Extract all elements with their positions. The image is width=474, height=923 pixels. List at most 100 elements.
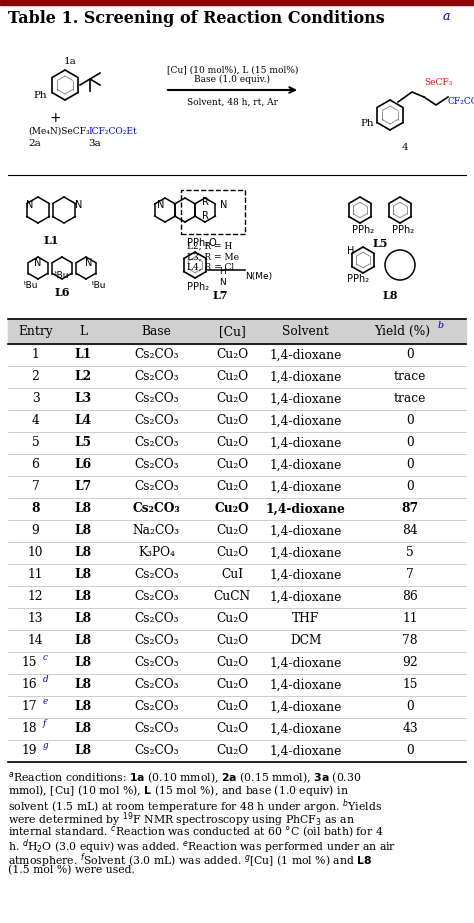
Text: Cu₂O: Cu₂O	[216, 678, 248, 691]
Text: trace: trace	[394, 370, 426, 383]
Text: ᵗBu: ᵗBu	[92, 282, 107, 291]
Text: CuI: CuI	[221, 569, 243, 581]
Text: 15: 15	[22, 656, 37, 669]
Text: 6: 6	[32, 459, 39, 472]
Text: R: R	[201, 197, 209, 207]
Text: 1,4-dioxane: 1,4-dioxane	[270, 723, 342, 736]
Text: atmosphere. $^f$Solvent (3.0 mL) was added. $^g$[Cu] (1 mol %) and $\mathbf{L8}$: atmosphere. $^f$Solvent (3.0 mL) was add…	[8, 851, 373, 869]
Bar	[0, 0, 474, 5]
Text: L2: L2	[74, 370, 91, 383]
Text: 3: 3	[32, 392, 39, 405]
Text: L8: L8	[74, 745, 91, 758]
Text: Cs₂CO₃: Cs₂CO₃	[134, 723, 179, 736]
Text: were determined by $^{19}$F NMR spectroscopy using PhCF$_3$ as an: were determined by $^{19}$F NMR spectros…	[8, 810, 355, 829]
Text: 3a: 3a	[88, 138, 101, 148]
Text: 1,4-dioxane: 1,4-dioxane	[270, 392, 342, 405]
Text: Cs₂CO₃: Cs₂CO₃	[134, 569, 179, 581]
Text: L7: L7	[212, 290, 228, 301]
Text: 0: 0	[406, 745, 414, 758]
Text: mmol), [Cu] (10 mol %), $\mathbf{L}$ (15 mol %), and base (1.0 equiv) in: mmol), [Cu] (10 mol %), $\mathbf{L}$ (15…	[8, 784, 349, 798]
Text: g: g	[43, 741, 48, 750]
Text: 14: 14	[28, 634, 43, 648]
Text: PPh₂: PPh₂	[392, 225, 414, 235]
Text: 84: 84	[402, 524, 418, 537]
Text: 92: 92	[402, 656, 418, 669]
Text: Cs₂CO₃: Cs₂CO₃	[134, 634, 179, 648]
Text: Table 1. Screening of Reaction Conditions: Table 1. Screening of Reaction Condition…	[8, 10, 385, 27]
Text: 11: 11	[402, 613, 418, 626]
Text: 4: 4	[32, 414, 39, 427]
Text: 0: 0	[406, 414, 414, 427]
Text: +: +	[49, 111, 61, 125]
Text: 1,4-dioxane: 1,4-dioxane	[270, 678, 342, 691]
Text: ᵗBu: ᵗBu	[24, 282, 38, 291]
Text: 2a: 2a	[28, 138, 41, 148]
Text: (1.5 mol %) were used.: (1.5 mol %) were used.	[8, 865, 135, 875]
Text: L6: L6	[54, 287, 70, 298]
Text: L5: L5	[372, 238, 388, 249]
Text: 7: 7	[32, 481, 39, 494]
Text: Cs₂CO₃: Cs₂CO₃	[134, 481, 179, 494]
Text: 1,4-dioxane: 1,4-dioxane	[270, 437, 342, 450]
Text: Ph: Ph	[360, 118, 374, 127]
Text: h. $^d$H$_2$O (3.0 equiv) was added. $^e$Reaction was performed under an air: h. $^d$H$_2$O (3.0 equiv) was added. $^e…	[8, 837, 396, 857]
Text: [Cu]: [Cu]	[219, 325, 246, 338]
Text: Na₂CO₃: Na₂CO₃	[133, 524, 180, 537]
Text: L7: L7	[74, 481, 91, 494]
Text: Cs₂CO₃: Cs₂CO₃	[134, 370, 179, 383]
Text: CF₂CO₂Et: CF₂CO₂Et	[448, 97, 474, 105]
Text: 10: 10	[28, 546, 43, 559]
Text: Cs₂CO₃: Cs₂CO₃	[133, 502, 180, 516]
Text: Cu₂O: Cu₂O	[216, 745, 248, 758]
Text: internal standard. $^c$Reaction was conducted at 60 °C (oil bath) for 4: internal standard. $^c$Reaction was cond…	[8, 824, 383, 839]
Text: Cu₂O: Cu₂O	[216, 437, 248, 450]
Text: c: c	[43, 653, 47, 663]
Text: f: f	[43, 720, 46, 728]
Text: 19: 19	[22, 745, 37, 758]
Text: 5: 5	[32, 437, 39, 450]
Text: 1: 1	[32, 349, 39, 362]
Text: 12: 12	[28, 591, 43, 604]
Text: 9: 9	[32, 524, 39, 537]
Text: Cs₂CO₃: Cs₂CO₃	[134, 437, 179, 450]
Text: 43: 43	[402, 723, 418, 736]
Text: a: a	[443, 10, 450, 23]
Text: Cs₂CO₃: Cs₂CO₃	[134, 613, 179, 626]
Text: 15: 15	[402, 678, 418, 691]
Text: Cs₂CO₃: Cs₂CO₃	[134, 591, 179, 604]
Text: 1,4-dioxane: 1,4-dioxane	[266, 502, 346, 516]
Text: CuCN: CuCN	[214, 591, 251, 604]
Text: L5: L5	[74, 437, 91, 450]
Text: Cs₂CO₃: Cs₂CO₃	[134, 701, 179, 713]
Text: 1,4-dioxane: 1,4-dioxane	[270, 569, 342, 581]
Text: 1,4-dioxane: 1,4-dioxane	[270, 745, 342, 758]
Text: 7: 7	[406, 569, 414, 581]
Text: 0: 0	[406, 349, 414, 362]
Text: K₃PO₄: K₃PO₄	[138, 546, 175, 559]
Text: 1,4-dioxane: 1,4-dioxane	[270, 414, 342, 427]
Text: [Cu] (10 mol%), L (15 mol%): [Cu] (10 mol%), L (15 mol%)	[167, 65, 298, 74]
Text: 16: 16	[22, 678, 37, 691]
Text: 4: 4	[401, 143, 408, 152]
Text: 1,4-dioxane: 1,4-dioxane	[270, 656, 342, 669]
Text: Base (1.0 equiv.): Base (1.0 equiv.)	[194, 75, 271, 84]
Text: Cs₂CO₃: Cs₂CO₃	[134, 678, 179, 691]
Text: 1,4-dioxane: 1,4-dioxane	[270, 459, 342, 472]
Text: Cu₂O: Cu₂O	[216, 546, 248, 559]
Text: L8: L8	[74, 701, 91, 713]
Text: L8: L8	[74, 569, 91, 581]
Text: THF: THF	[292, 613, 319, 626]
Text: Cu₂O: Cu₂O	[216, 613, 248, 626]
Text: 0: 0	[406, 437, 414, 450]
Text: N: N	[220, 200, 228, 210]
Text: PPh₂O: PPh₂O	[187, 238, 217, 248]
Text: H: H	[347, 246, 355, 256]
Text: L8: L8	[74, 613, 91, 626]
Text: PPh₂: PPh₂	[347, 274, 369, 284]
Text: 1,4-dioxane: 1,4-dioxane	[270, 370, 342, 383]
Text: L8: L8	[74, 678, 91, 691]
Text: N: N	[85, 258, 92, 268]
Text: Cu₂O: Cu₂O	[216, 634, 248, 648]
Text: 1,4-dioxane: 1,4-dioxane	[270, 591, 342, 604]
Text: 1a: 1a	[64, 57, 76, 66]
